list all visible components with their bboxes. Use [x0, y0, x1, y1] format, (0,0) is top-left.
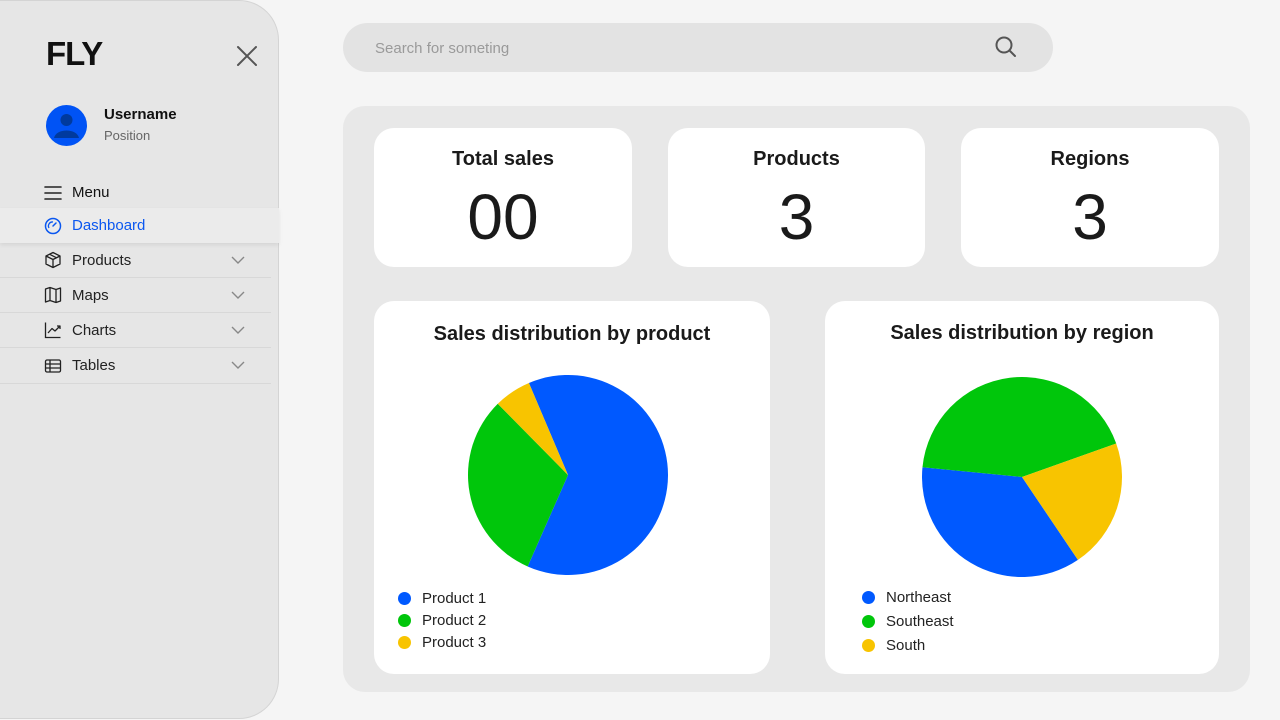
chart-card-by-region: Sales distribution by region Northeast S… — [825, 301, 1219, 674]
svg-text:FLY: FLY — [46, 37, 103, 69]
line-chart-icon — [44, 321, 62, 339]
sidebar-item-dashboard[interactable]: Dashboard — [0, 208, 279, 243]
sidebar-item-charts[interactable]: Charts — [0, 313, 271, 348]
stat-title: Regions — [1050, 148, 1130, 170]
legend-label: Northeast — [886, 588, 952, 606]
gauge-icon — [44, 217, 62, 235]
legend-label: Product 3 — [422, 633, 487, 651]
stat-value: 3 — [778, 181, 815, 253]
stat-card-total-sales: Total sales 00 — [374, 128, 632, 267]
pie-slice-southeast — [922, 377, 1117, 477]
chevron-down-icon[interactable] — [230, 325, 246, 335]
stat-value: 00 — [467, 181, 539, 253]
search-input[interactable] — [373, 35, 977, 62]
legend-dot — [398, 591, 411, 605]
legend-item: Product 2 — [398, 609, 486, 631]
sidebar-item-label: Dashboard — [72, 217, 146, 234]
sidebar: FLY Username Position Menu Dashboard — [0, 0, 279, 719]
sidebar-item-tables[interactable]: Tables — [0, 348, 271, 384]
pie-slice-product-1 — [527, 375, 668, 575]
search-bar — [343, 23, 1053, 72]
legend-item: South — [862, 633, 954, 657]
box-icon — [44, 251, 62, 269]
legend-dot — [398, 635, 411, 649]
legend-label: South — [886, 636, 926, 654]
stat-title: Products — [753, 148, 840, 170]
menu-icon — [44, 185, 62, 200]
pie-slice-northeast — [922, 467, 1078, 577]
pie-slice-south — [1022, 443, 1122, 560]
legend-item: Northeast — [862, 585, 954, 609]
chart-card-by-product: Sales distribution by product Product 1 … — [374, 301, 770, 674]
sidebar-item-maps[interactable]: Maps — [0, 278, 271, 313]
pie-chart-regions — [922, 377, 1122, 577]
logo: FLY — [46, 35, 116, 74]
legend-item: Product 1 — [398, 587, 486, 609]
menu-toggle[interactable]: Menu — [44, 184, 110, 201]
stat-title: Total sales — [452, 148, 554, 170]
sidebar-item-label: Products — [72, 251, 132, 269]
sidebar-item-label: Maps — [72, 286, 109, 304]
pie-slice-product-2 — [468, 403, 568, 567]
user-position: Position — [104, 128, 151, 143]
chevron-down-icon[interactable] — [230, 290, 246, 300]
legend-dot — [398, 613, 411, 627]
legend-dot — [862, 638, 875, 652]
avatar[interactable] — [46, 105, 87, 146]
stat-card-products: Products 3 — [668, 128, 925, 267]
legend-label: Product 2 — [422, 611, 487, 629]
search-icon[interactable] — [994, 35, 1018, 59]
chart-title: Sales distribution by region — [890, 322, 1154, 344]
legend-label: Product 1 — [422, 589, 487, 607]
table-icon — [44, 357, 62, 375]
chart-legend: Northeast Southeast South — [862, 585, 954, 657]
legend-dot — [862, 590, 875, 604]
pie-chart-products — [468, 375, 668, 575]
chevron-down-icon[interactable] — [230, 255, 246, 265]
legend-dot — [862, 614, 875, 628]
chevron-down-icon[interactable] — [230, 360, 246, 370]
map-icon — [44, 286, 62, 304]
sidebar-item-label: Tables — [72, 357, 116, 374]
close-icon — [237, 46, 257, 66]
user-icon — [54, 114, 79, 138]
menu-label: Menu — [72, 184, 110, 201]
user-name: Username — [104, 106, 177, 123]
pie-slice-product-3 — [497, 382, 568, 475]
sidebar-item-products[interactable]: Products — [0, 243, 271, 278]
chart-legend: Product 1 Product 2 Product 3 — [398, 587, 486, 653]
fly-logo-icon: FLY — [46, 35, 104, 72]
chart-title: Sales distribution by product — [433, 323, 711, 345]
legend-item: Product 3 — [398, 631, 486, 653]
legend-item: Southeast — [862, 609, 954, 633]
stat-value: 3 — [1072, 181, 1108, 253]
stat-card-regions: Regions 3 — [961, 128, 1219, 267]
sidebar-item-label: Charts — [72, 321, 117, 339]
legend-label: Southeast — [886, 612, 954, 630]
close-sidebar-button[interactable] — [232, 41, 262, 71]
